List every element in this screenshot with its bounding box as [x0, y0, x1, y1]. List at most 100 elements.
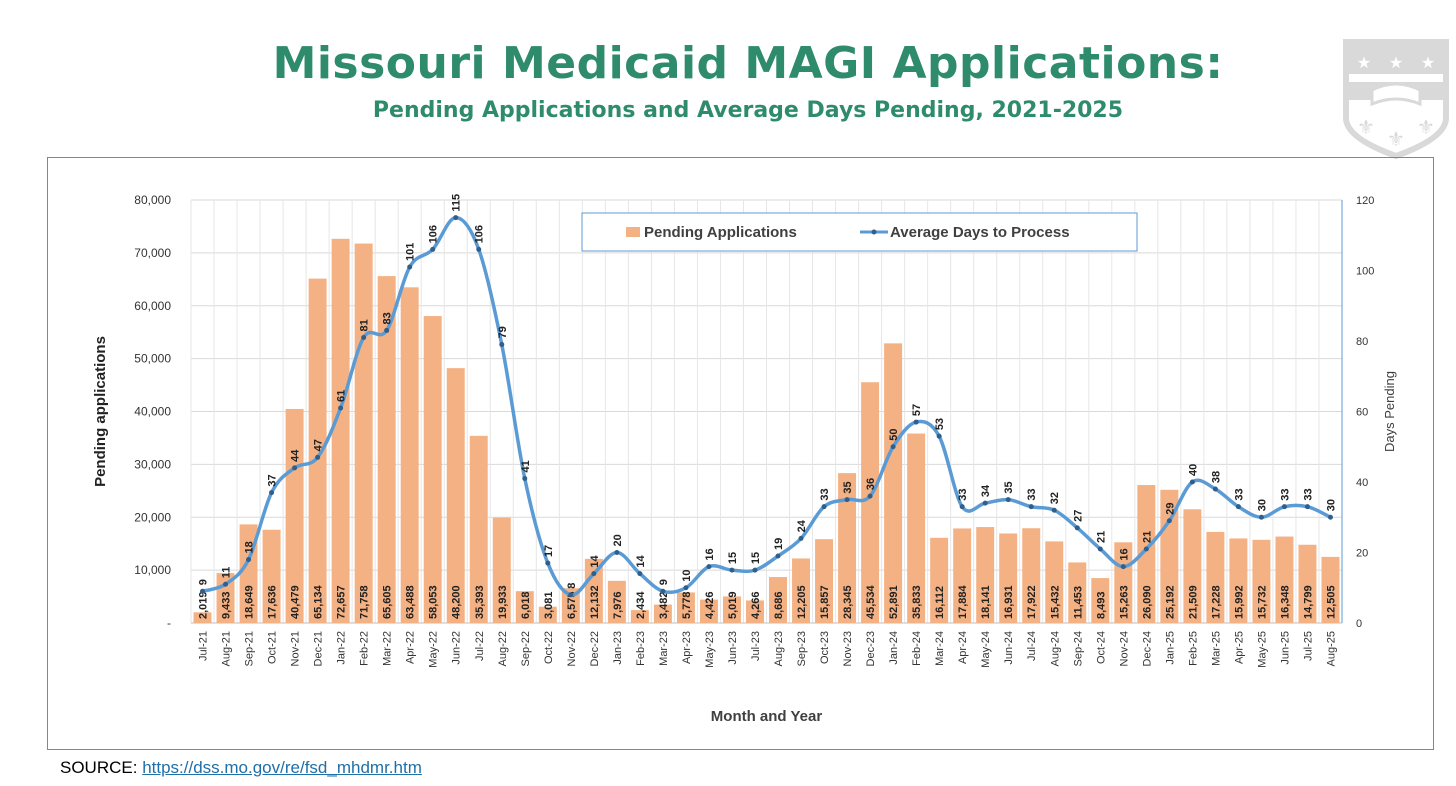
bar-data-label: 12,505	[1325, 585, 1337, 619]
x-tick-label: Mar-25	[1210, 631, 1222, 666]
bar	[884, 343, 903, 623]
days-point	[384, 327, 390, 333]
bar	[953, 528, 972, 623]
y2-tick-label: 100	[1356, 266, 1374, 278]
bar-data-label: 17,228	[1210, 585, 1222, 619]
bar-data-label: 16,112	[934, 586, 946, 619]
y-axis-title: Pending applications	[92, 336, 109, 487]
x-tick-label: Oct-23	[819, 631, 831, 664]
bar-data-label: 40,479	[290, 585, 302, 619]
days-point	[913, 419, 919, 425]
bar-data-label: 17,636	[267, 585, 279, 619]
x-tick-label: Jun-25	[1279, 631, 1291, 665]
x-tick-label: Jan-24	[888, 631, 900, 665]
bar-data-label: 5,778	[681, 591, 693, 619]
bar-data-label: 17,884	[957, 584, 969, 619]
bar-data-label: 71,758	[359, 585, 371, 619]
days-data-label: 21	[1141, 531, 1153, 543]
bar	[1321, 556, 1340, 623]
x-tick-label: Jan-23	[612, 631, 624, 665]
x-tick-label: Jun-23	[727, 631, 739, 665]
days-data-label: 50	[888, 429, 900, 441]
x-tick-label: Aug-25	[1325, 631, 1337, 666]
bar-data-label: 8,493	[1095, 591, 1107, 619]
days-point	[1005, 497, 1011, 503]
legend-label-bar: Pending Applications	[644, 224, 797, 241]
days-point	[1235, 504, 1241, 510]
days-data-label: 9	[658, 579, 670, 585]
x-tick-label: Apr-23	[681, 631, 693, 664]
bar	[377, 276, 396, 623]
days-point	[706, 564, 712, 570]
y-tick-label: 40,000	[134, 405, 171, 419]
bar-data-label: 18,649	[244, 585, 256, 619]
y2-tick-label: 40	[1356, 477, 1368, 489]
bar-data-label: 65,134	[313, 584, 325, 619]
svg-text:★: ★	[1389, 53, 1403, 72]
bar-data-label: 52,891	[888, 585, 900, 619]
days-data-label: 57	[911, 404, 923, 416]
bar-data-label: 3,482	[658, 591, 670, 619]
x-tick-label: Mar-24	[934, 631, 946, 666]
bar-data-label: 35,393	[474, 585, 486, 619]
days-data-label: 8	[566, 583, 578, 589]
bar-data-label: 17,922	[1026, 585, 1038, 619]
svg-text:★: ★	[1357, 53, 1371, 72]
days-point	[476, 246, 482, 252]
days-point	[1051, 507, 1057, 513]
bar-data-label: 6,575	[566, 591, 578, 619]
legend-swatch-bar	[626, 227, 640, 237]
x-tick-label: Jul-24	[1026, 631, 1038, 661]
days-data-label: 38	[1210, 471, 1222, 483]
days-point	[315, 454, 321, 460]
bar	[907, 433, 926, 623]
days-point	[821, 504, 827, 510]
bar	[1022, 528, 1041, 623]
bar	[469, 435, 488, 623]
bar	[1252, 539, 1271, 623]
legend-box	[581, 212, 1138, 252]
bar	[630, 610, 649, 623]
x-tick-label: Jun-22	[451, 631, 463, 665]
days-data-label: 41	[520, 460, 532, 472]
days-point	[614, 550, 620, 555]
days-point	[453, 215, 459, 221]
x-tick-label: Sep-21	[244, 631, 256, 666]
days-data-label: 33	[1302, 488, 1314, 500]
bar-data-label: 15,992	[1233, 585, 1245, 619]
days-data-label: 33	[957, 488, 969, 500]
bar	[722, 596, 741, 623]
source-link[interactable]: https://dss.mo.gov/re/fsd_mhdmr.htm	[142, 758, 422, 777]
bar	[354, 243, 373, 623]
days-data-label: 15	[750, 552, 762, 564]
bar-data-label: 25,192	[1164, 585, 1176, 619]
x-tick-label: Aug-22	[497, 631, 509, 666]
days-point	[338, 405, 344, 411]
days-point	[499, 342, 505, 348]
days-point	[959, 504, 965, 510]
bar-data-label: 7,976	[612, 591, 624, 619]
days-data-label: 40	[1187, 464, 1199, 476]
bar	[584, 558, 603, 623]
days-point	[1097, 546, 1103, 552]
bar-data-label: 35,833	[911, 585, 923, 619]
bar	[653, 604, 672, 623]
chart-subtitle: Pending Applications and Average Days Pe…	[372, 98, 1124, 123]
days-data-label: 14	[589, 555, 601, 568]
bar-data-label: 12,205	[796, 585, 808, 619]
days-data-label: 101	[405, 243, 417, 261]
bar	[838, 473, 857, 623]
y-tick-label: 50,000	[134, 352, 171, 366]
days-data-label: 14	[635, 555, 647, 568]
days-point	[775, 553, 781, 559]
bar-data-label: 15,263	[1118, 585, 1130, 619]
x-tick-label: Nov-24	[1118, 631, 1130, 666]
days-point	[683, 585, 689, 591]
x-tick-label: Jun-24	[1003, 631, 1015, 665]
bar-data-label: 4,426	[704, 591, 716, 619]
days-point	[1304, 504, 1310, 510]
y-tick-label: 20,000	[134, 510, 171, 524]
days-point	[752, 567, 758, 573]
days-data-label: 32	[1049, 492, 1061, 504]
x-tick-label: Aug-24	[1049, 631, 1061, 666]
